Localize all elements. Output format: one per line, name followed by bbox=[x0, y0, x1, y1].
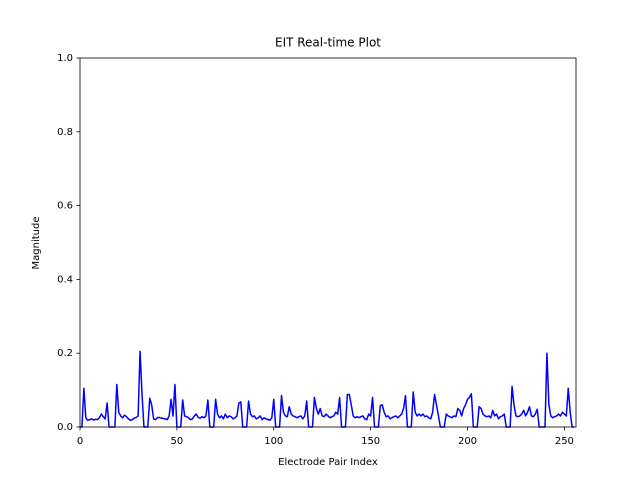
x-tick-label: 50 bbox=[171, 436, 184, 447]
y-tick-label: 0.2 bbox=[57, 348, 73, 359]
x-tick-label: 100 bbox=[264, 436, 283, 447]
x-tick-label: 250 bbox=[555, 436, 574, 447]
y-axis-label: Magnitude bbox=[31, 217, 42, 270]
y-tick-label: 0.8 bbox=[57, 127, 73, 138]
x-tick-label: 150 bbox=[361, 436, 380, 447]
x-axis-label: Electrode Pair Index bbox=[278, 457, 378, 468]
y-tick-label: 0.4 bbox=[57, 274, 73, 285]
y-tick-label: 0.6 bbox=[57, 201, 73, 212]
y-tick-label: 0.0 bbox=[57, 422, 73, 433]
data-line bbox=[80, 350, 575, 428]
chart-title: EIT Real-time Plot bbox=[275, 36, 381, 50]
y-tick-label: 1.0 bbox=[57, 53, 73, 64]
plot-frame bbox=[79, 57, 577, 428]
x-tick-label: 200 bbox=[458, 436, 477, 447]
x-tick-label: 0 bbox=[77, 436, 83, 447]
